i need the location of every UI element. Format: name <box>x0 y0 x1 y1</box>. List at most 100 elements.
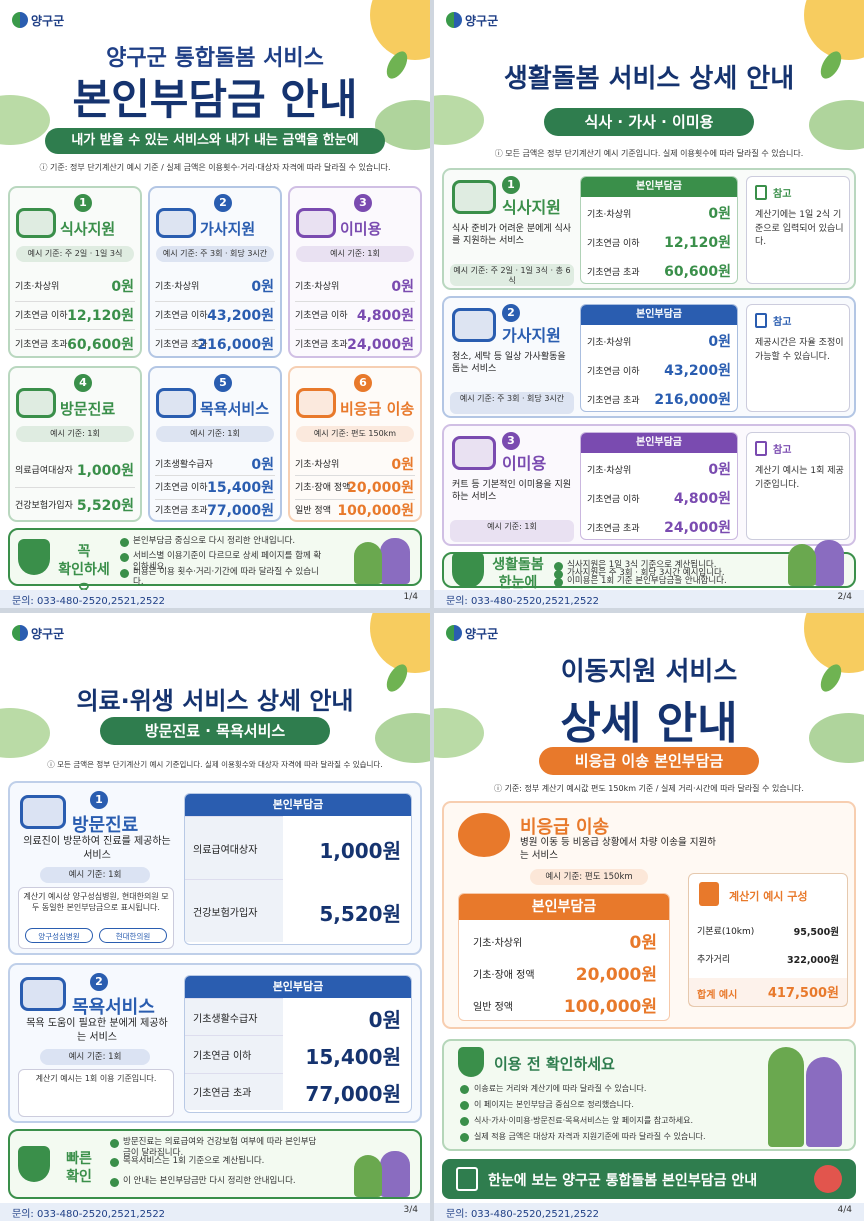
row-divider <box>15 300 135 302</box>
note-icon <box>755 313 767 328</box>
cost-table: 본인부담금 기초생활수급자 0원 기초연금 이하 15,400원 기초연금 초과 77,00… <box>184 975 412 1113</box>
people-illustration <box>380 538 410 584</box>
hill <box>375 713 430 763</box>
bullet <box>120 568 129 578</box>
row-label: 기초연금 초과 <box>15 339 68 350</box>
note-title: 참고 <box>773 445 792 456</box>
icon <box>156 208 196 238</box>
check-item: 이송료는 거리와 계산기에 따라 달라질 수 있습니다. <box>474 1084 647 1093</box>
row-label-cell <box>185 816 283 879</box>
subtitle: 내가 받을 수 있는 서비스와 내가 내는 금액을 한눈에 <box>45 128 385 154</box>
description: 병원 이동 등 비응급 상황에서 차량 이송을 지원하는 서비스 <box>520 837 716 861</box>
card-title: 비응급 이송 <box>340 400 415 418</box>
calc-icon <box>699 882 719 906</box>
extra-text: 계산기 예시는 1회 이용 기준입니다. <box>35 1074 157 1083</box>
basis: 예시 기준: 주 2일 · 1일 3식 <box>16 246 134 262</box>
row-label: 기초연금 이하 <box>15 311 68 321</box>
bullet <box>460 1133 469 1142</box>
note-title: 참고 <box>773 189 792 200</box>
row-label: 기초연금 이하 <box>155 311 208 321</box>
row-label: 기초·장애 정액 <box>473 970 535 981</box>
summary-title: 생활돌봄 <box>492 557 544 573</box>
bullet <box>460 1085 469 1094</box>
check-item: 실제 적용 금액은 대상자 자격과 지원기준에 따라 달라질 수 있습니다. <box>474 1132 706 1141</box>
extra-text: 계산기 예시상 양구성심병원, 현대한의원 모두 동일한 본인부담금으로 표시됩… <box>23 892 169 912</box>
number-badge: 5 <box>214 374 232 392</box>
summary-item: 이 안내는 본인부담금만 다시 정리한 안내입니다. <box>123 1175 296 1186</box>
icon <box>20 795 66 829</box>
check-item: 이 페이지는 본인부담금 중심으로 정리했습니다. <box>474 1100 634 1109</box>
tag: 현대한의원 <box>99 928 167 943</box>
basis: 예시 기준: 1회 <box>296 246 414 262</box>
logo-text: 양구군 <box>31 14 65 28</box>
shield-icon <box>452 552 484 588</box>
row-value: 12,120원 <box>67 308 134 324</box>
summary-item: 서비스별 이용기준이 다르므로 상세 페이지를 함께 확인하세요. <box>133 551 322 572</box>
section-title: 목욕서비스 <box>72 997 155 1018</box>
shield-icon <box>458 1047 484 1077</box>
row-value: 100,000원 <box>337 503 414 520</box>
summary-title: 확인 <box>66 1169 92 1185</box>
row-label: 기초연금 이하 <box>155 483 208 493</box>
footer-bar <box>434 590 864 608</box>
note: ⓘ 모든 금액은 정부 단기계산기 예시 기준입니다. 실제 이용횟수에 따라 … <box>494 149 804 158</box>
row-label: 건강보험가입자 <box>193 907 258 919</box>
basis: 예시 기준: 1회 <box>40 867 150 883</box>
row-label: 기초·차상위 <box>587 338 632 348</box>
row-label: 기초연금 이하 <box>587 495 640 505</box>
row-label: 기초연금 이하 <box>193 1051 252 1062</box>
page-number: 3/4 <box>403 1205 418 1215</box>
row-value: 100,000원 <box>563 997 657 1017</box>
bullet <box>120 538 129 547</box>
table-header: 본인부담금 <box>185 976 411 998</box>
number-badge: 3 <box>354 194 372 212</box>
calc-value: 95,500원 <box>793 927 839 938</box>
people-illustration <box>806 1057 842 1147</box>
summary-title: 꼭 <box>77 544 91 560</box>
table-header: 본인부담금 <box>581 433 737 453</box>
summary-title: 한눈에 <box>498 575 538 591</box>
description: 청소, 세탁 등 일상 가사활동을 돕는 서비스 <box>452 352 566 374</box>
row-value: 43,200원 <box>664 363 731 379</box>
footer-bar <box>0 590 430 608</box>
summary-box: 생활돌봄 한눈에 식사지원은 1일 3식 기준으로 계산됩니다. 가사지원은 주 3회… <box>442 540 856 591</box>
people-illustration <box>380 1151 410 1197</box>
banner-text: 한눈에 보는 양구군 통합돌봄 본인부담금 안내 <box>488 1173 758 1189</box>
note: ⓘ 모든 금액은 정부 단기계산기 예시 기준입니다. 실제 이용횟수와 대상자… <box>47 760 383 769</box>
calc-box: 계산기 예시 구성 기본료(10km) 95,500원 추가거리 322,000원 합계 … <box>688 873 848 1007</box>
extra-box: 계산기 예시는 1회 이용 기준입니다. <box>18 1069 174 1117</box>
row-divider <box>295 475 415 477</box>
total-value: 417,500원 <box>767 986 839 1001</box>
cost-table: 본인부담금 기초·차상위 0원 기초연금 이하 12,120원 기초연금 초과 60,600… <box>580 176 738 284</box>
row-label: 기초·차상위 <box>295 459 340 470</box>
summary-item: 이미용은 1회 기준 본인부담금을 안내합니다. <box>567 576 727 586</box>
summary-title: 빠른 <box>66 1151 92 1167</box>
number-badge: 1 <box>90 791 108 809</box>
cost-table: 본인부담금 기초·차상위 0원 기초연금 이하 43,200원 기초연금 초과 216,00… <box>580 304 738 412</box>
note-text: 계산기에는 1일 2식 기준으로 입력되어 있습니다. <box>755 210 844 247</box>
table-header: 본인부담금 <box>459 894 669 920</box>
number-badge: 2 <box>502 304 520 322</box>
row-value: 0원 <box>708 334 731 350</box>
row-value: 0원 <box>708 462 731 478</box>
row-divider <box>155 475 275 477</box>
service-card: 5 목욕서비스 예시 기준: 1회 기초생활수급자 0원 기초연금 이하 15,400원 기초… <box>148 366 282 522</box>
footer-contact: 문의: 033-480-2520,2521,2522 <box>12 1209 166 1220</box>
row-value: 216,000원 <box>197 336 274 353</box>
extra-box: 계산기 예시상 양구성심병원, 현대한의원 모두 동일한 본인부담금으로 표시됩… <box>18 887 174 949</box>
row-value: 0원 <box>391 279 414 296</box>
logo-text: 양구군 <box>465 14 499 28</box>
footer-bar <box>0 1203 430 1221</box>
row-value: 60,600원 <box>664 264 731 280</box>
row-label-cell <box>185 1072 283 1110</box>
section-title: 방문진료 <box>72 815 139 836</box>
title: 이동지원 서비스 <box>560 657 738 687</box>
service-section: 2 가사지원 청소, 세탁 등 일상 가사활동을 돕는 서비스 예시 기준: 주 3회… <box>442 296 856 418</box>
number-badge: 2 <box>214 194 232 212</box>
page-number: 2/4 <box>837 592 852 602</box>
service-card: 3 이미용 예시 기준: 1회 기초·차상위 0원 기초연금 이하 4,800원 기초연금 초… <box>288 186 422 358</box>
check-box: 이용 전 확인하세요 이송료는 거리와 계산기에 따라 달라질 수 있습니다. 이 … <box>442 1039 856 1151</box>
row-label: 기초연금 초과 <box>295 339 348 350</box>
calc-value: 322,000원 <box>786 955 839 966</box>
row-label: 기초·차상위 <box>587 466 632 476</box>
